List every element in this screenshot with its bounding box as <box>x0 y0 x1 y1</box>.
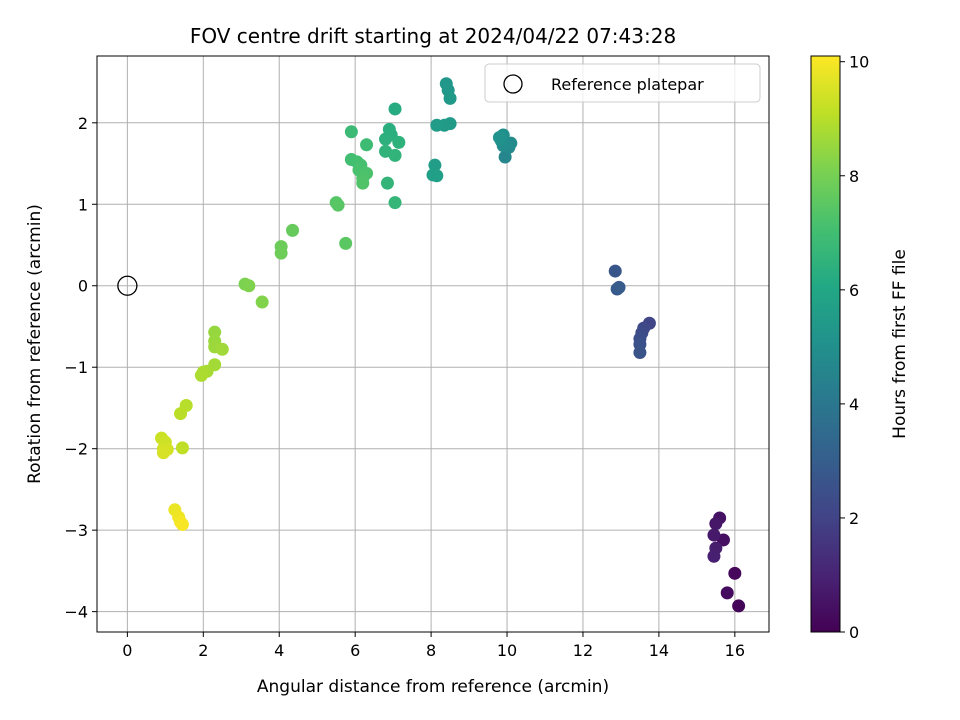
y-tick-label: 2 <box>78 114 88 133</box>
y-tick-label: 0 <box>78 277 88 296</box>
data-point <box>430 169 444 183</box>
chart-title: FOV centre drift starting at 2024/04/22 … <box>190 24 676 48</box>
y-tick-label: −2 <box>64 440 88 459</box>
plot-frame <box>96 55 770 633</box>
y-axis-label: Rotation from reference (arcmin) <box>25 204 45 484</box>
data-point <box>709 517 723 531</box>
reference-marker-group <box>117 275 138 296</box>
data-point <box>331 198 345 212</box>
data-point <box>612 280 626 294</box>
data-point <box>274 246 288 260</box>
data-point <box>175 517 189 531</box>
y-axis-ticks: −4 −3 −2 −1 0 1 2 <box>64 114 97 622</box>
x-axis-label: Angular distance from reference (arcmin) <box>257 677 609 697</box>
data-point <box>208 325 222 339</box>
data-point <box>732 599 746 613</box>
colorbar-tick-label: 10 <box>849 53 869 72</box>
x-tick-label: 12 <box>573 641 593 660</box>
legend-marker <box>503 74 523 94</box>
y-tick-label: −1 <box>64 358 88 377</box>
data-point <box>379 132 393 146</box>
colorbar-tick-label: 6 <box>849 281 859 300</box>
colorbar-ticks: 0 2 4 6 8 10 <box>840 53 869 642</box>
data-point <box>428 158 442 172</box>
legend-label: Reference platepar <box>551 75 704 94</box>
data-point <box>430 118 444 132</box>
legend: Reference platepar <box>484 63 761 103</box>
x-axis-ticks: 0 2 4 6 8 10 12 14 16 <box>122 632 745 660</box>
data-point <box>215 342 229 356</box>
data-point <box>360 138 374 152</box>
data-point <box>633 346 647 360</box>
data-point <box>255 295 269 309</box>
y-tick-label: 1 <box>78 195 88 214</box>
data-point <box>498 150 512 164</box>
reference-platepar-marker <box>117 275 138 296</box>
colorbar <box>810 55 841 633</box>
x-tick-label: 6 <box>350 641 360 660</box>
data-point <box>339 236 353 250</box>
data-point <box>194 368 208 382</box>
data-point <box>443 91 457 105</box>
x-tick-label: 10 <box>497 641 517 660</box>
data-point <box>174 407 188 421</box>
data-point <box>344 125 358 139</box>
data-point <box>492 130 506 144</box>
data-point <box>286 223 300 237</box>
data-point <box>707 549 721 563</box>
data-point <box>388 148 402 162</box>
colorbar-label: Hours from first FF file <box>890 249 910 439</box>
data-point <box>720 586 734 600</box>
data-point <box>388 196 402 210</box>
data-point <box>608 264 622 278</box>
colorbar-tick-label: 4 <box>849 395 859 414</box>
grid <box>97 56 769 632</box>
y-tick-label: −4 <box>64 603 88 622</box>
y-tick-label: −3 <box>64 521 88 540</box>
data-point <box>242 279 256 293</box>
x-tick-label: 8 <box>426 641 436 660</box>
legend-box <box>484 63 761 103</box>
colorbar-tick-label: 0 <box>849 623 859 642</box>
data-point <box>175 441 189 455</box>
data-point <box>392 135 406 149</box>
data-points <box>155 77 746 613</box>
x-tick-label: 16 <box>725 641 745 660</box>
x-tick-label: 0 <box>122 641 132 660</box>
data-point <box>388 102 402 116</box>
data-point <box>380 176 394 190</box>
data-point <box>356 176 370 190</box>
colorbar-tick-label: 8 <box>849 167 859 186</box>
colorbar-tick-label: 2 <box>849 509 859 528</box>
data-point <box>707 528 721 542</box>
data-point <box>728 566 742 580</box>
x-tick-label: 2 <box>198 641 208 660</box>
data-point <box>156 446 170 460</box>
x-tick-label: 4 <box>274 641 284 660</box>
x-tick-label: 14 <box>649 641 669 660</box>
